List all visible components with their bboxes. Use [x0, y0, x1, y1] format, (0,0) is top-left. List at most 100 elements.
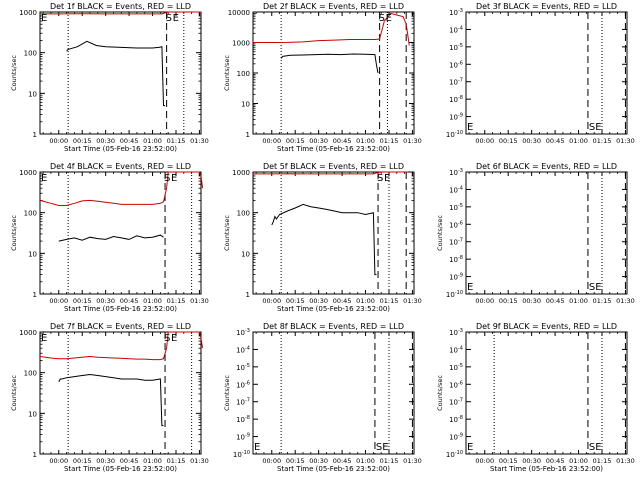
series-line-events	[66, 40, 165, 107]
marker-label-se: SE	[589, 442, 602, 453]
chart-title: Det 4f BLACK = Events, RED = LLD	[50, 162, 191, 171]
x-tick-label: 00:45	[546, 137, 565, 145]
x-tick-label: 01:00	[143, 137, 162, 145]
x-tick-label: 00:45	[120, 297, 139, 305]
plot-frame	[39, 171, 202, 295]
x-tick-label: 00:00	[475, 297, 494, 305]
chart-panel-2f: Det 2f BLACK = Events, RED = LLD 1 10 100 10…	[223, 2, 422, 153]
y-tick-label: 1000	[19, 169, 37, 177]
x-tick-label: 00:15	[286, 297, 305, 305]
y-tick-label: 10-5	[449, 43, 463, 52]
series-line-events	[58, 234, 164, 242]
series-line-lld	[40, 11, 201, 15]
marker-label-e: E	[171, 333, 177, 344]
x-tick-label: 01:30	[403, 297, 422, 305]
series-line-lld	[39, 171, 204, 206]
x-tick-label: 01:00	[569, 457, 588, 465]
y-axis-label: Counts/sec	[10, 375, 18, 411]
chart-panel-6f: Det 6f BLACK = Events, RED = LLD 10-10 10-…	[436, 162, 635, 305]
marker-label-e: E	[173, 13, 179, 24]
x-axis-label: Start Time (05-Feb-16 23:52:00)	[277, 465, 390, 473]
marker-label-s: S	[379, 13, 385, 24]
chart-panel-9f: Det 9f BLACK = Events, RED = LLD 10-10 10-…	[436, 322, 635, 473]
y-tick-label: 100	[24, 50, 37, 58]
y-tick-label: 10-5	[449, 203, 463, 212]
y-tick-label: 10-10	[446, 290, 463, 299]
marker-label-s: S	[166, 13, 172, 24]
x-tick-label: 00:30	[522, 457, 541, 465]
y-tick-label: 1	[33, 291, 37, 299]
y-tick-label: 10-9	[236, 433, 250, 442]
x-tick-label: 01:00	[356, 457, 375, 465]
y-tick-label: 10-7	[449, 398, 463, 407]
chart-panel-3f: Det 3f BLACK = Events, RED = LLD 10-10 10-…	[446, 2, 635, 145]
y-axis-label: Counts/sec	[223, 375, 231, 411]
y-tick-label: 10-9	[449, 113, 463, 122]
y-tick-label: 10-7	[236, 398, 250, 407]
chart-panel-5f: Det 5f BLACK = Events, RED = LLD 1 10 100 10…	[223, 162, 422, 313]
x-axis-label: Start Time (05-Feb-16 23:52:00)	[277, 305, 390, 313]
x-tick-label: 00:45	[333, 297, 352, 305]
x-tick-label: 00:45	[546, 297, 565, 305]
y-tick-label: 10-8	[449, 415, 463, 424]
chart-title: Det 5f BLACK = Events, RED = LLD	[263, 162, 404, 171]
x-tick-label: 01:00	[569, 297, 588, 305]
y-tick-label: 10-3	[449, 168, 463, 177]
x-tick-label: 00:15	[499, 137, 518, 145]
y-tick-label: 10-6	[449, 220, 463, 229]
y-tick-label: 10-10	[446, 450, 463, 459]
chart-title: Det 1f BLACK = Events, RED = LLD	[50, 2, 191, 11]
y-tick-label: 10-10	[446, 130, 463, 139]
y-axis-label: Counts/sec	[223, 55, 231, 91]
series-line-events	[58, 373, 164, 427]
marker-label-se: SE	[376, 442, 389, 453]
x-tick-label: 01:30	[616, 297, 635, 305]
x-tick-label: 01:00	[143, 457, 162, 465]
x-tick-label: 01:30	[403, 457, 422, 465]
x-tick-label: 01:00	[569, 137, 588, 145]
x-axis-label: Start Time (05-Feb-16 23:52:00)	[64, 465, 177, 473]
x-tick-label: 01:00	[143, 297, 162, 305]
x-tick-label: 01:15	[380, 137, 399, 145]
x-tick-label: 01:15	[593, 297, 612, 305]
chart-panel-7f: Det 7f BLACK = Events, RED = LLD 1 10 100 10…	[10, 322, 209, 473]
x-tick-label: 01:30	[190, 297, 209, 305]
y-axis-label: Counts/sec	[223, 215, 231, 251]
x-tick-label: 00:00	[49, 297, 68, 305]
chart-panel-1f: Det 1f BLACK = Events, RED = LLD 1 10 100 10…	[10, 2, 209, 153]
plot-frame	[465, 171, 628, 295]
x-tick-label: 01:30	[403, 137, 422, 145]
x-tick-label: 00:00	[475, 457, 494, 465]
x-tick-label: 00:45	[120, 457, 139, 465]
y-tick-label: 10-8	[449, 255, 463, 264]
x-tick-label: 00:30	[309, 297, 328, 305]
chart-title: Det 7f BLACK = Events, RED = LLD	[50, 322, 191, 331]
x-tick-label: 00:15	[499, 297, 518, 305]
y-tick-label: 10-6	[449, 60, 463, 69]
series-line-lld	[39, 331, 204, 361]
series-line-events	[280, 53, 379, 74]
plot-frame	[39, 11, 202, 135]
series-line-lld	[253, 171, 408, 175]
x-tick-label: 01:30	[616, 457, 635, 465]
marker-label-e: E	[254, 442, 260, 453]
marker-label-se: SE	[589, 282, 602, 293]
y-tick-label: 10-9	[449, 273, 463, 282]
chart-title: Det 3f BLACK = Events, RED = LLD	[476, 2, 617, 11]
y-tick-label: 10	[28, 410, 37, 418]
chart-title: Det 2f BLACK = Events, RED = LLD	[263, 2, 404, 11]
y-tick-label: 1000	[232, 40, 250, 48]
y-tick-label: 10000	[228, 9, 250, 17]
x-tick-label: 00:15	[286, 457, 305, 465]
x-tick-label: 00:30	[522, 137, 541, 145]
marker-label-s: S	[164, 333, 170, 344]
x-tick-label: 01:15	[593, 457, 612, 465]
y-tick-label: 100	[237, 210, 250, 218]
x-tick-label: 00:30	[96, 297, 115, 305]
marker-label-e: E	[384, 173, 390, 184]
marker-label-e: E	[467, 282, 473, 293]
y-tick-label: 100	[24, 370, 37, 378]
y-tick-label: 10-4	[449, 25, 463, 34]
